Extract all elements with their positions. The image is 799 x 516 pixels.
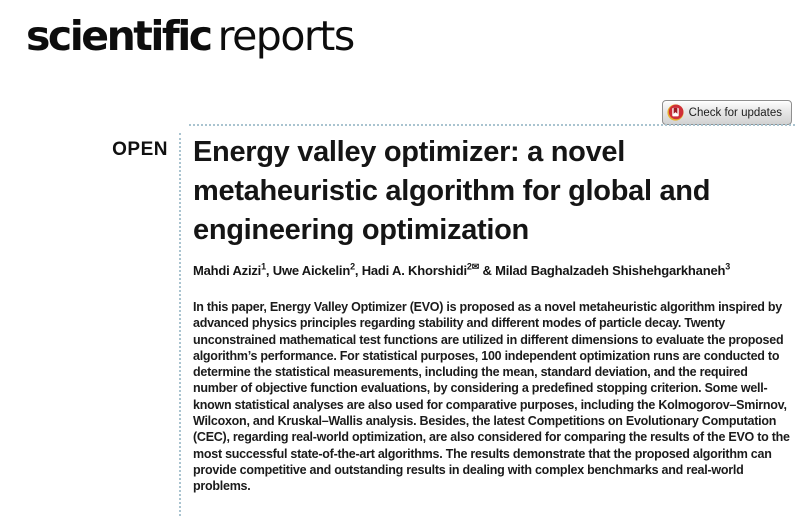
- open-access-label: OPEN: [112, 139, 168, 160]
- check-for-updates-label: Check for updates: [688, 106, 782, 119]
- journal-logo-bold: scientific: [26, 12, 213, 60]
- email-envelope-icon[interactable]: ✉: [471, 261, 480, 272]
- crossmark-icon: [667, 104, 684, 121]
- article-title: Energy valley optimizer: a novel metaheu…: [193, 136, 711, 246]
- author-affiliation-sup: 3: [725, 261, 731, 272]
- article-header: Energy valley optimizer: a novel metaheu…: [193, 133, 790, 495]
- author: Uwe Aickelin2: [272, 261, 355, 278]
- vertical-dotted-rule: [179, 133, 181, 516]
- journal-logo: scientific reports: [26, 8, 356, 64]
- horizontal-dotted-rule: [189, 124, 795, 126]
- abstract-text: In this paper, Energy Valley Optimizer (…: [193, 300, 790, 494]
- author-list: Mahdi Azizi1, Uwe Aickelin2, Hadi A. Kho…: [193, 261, 731, 278]
- check-for-updates-button[interactable]: Check for updates: [661, 100, 792, 125]
- author-affiliation-sup: 2: [350, 261, 355, 272]
- author-affiliation-sup: 2✉: [466, 261, 480, 272]
- author: Mahdi Azizi1: [193, 261, 266, 278]
- author-affiliation-sup: 1: [261, 261, 266, 272]
- author: Milad Baghalzadeh Shishehgarkhaneh3: [495, 261, 731, 278]
- journal-logo-light: reports: [217, 12, 356, 60]
- author: Hadi A. Khorshidi2✉: [361, 261, 480, 278]
